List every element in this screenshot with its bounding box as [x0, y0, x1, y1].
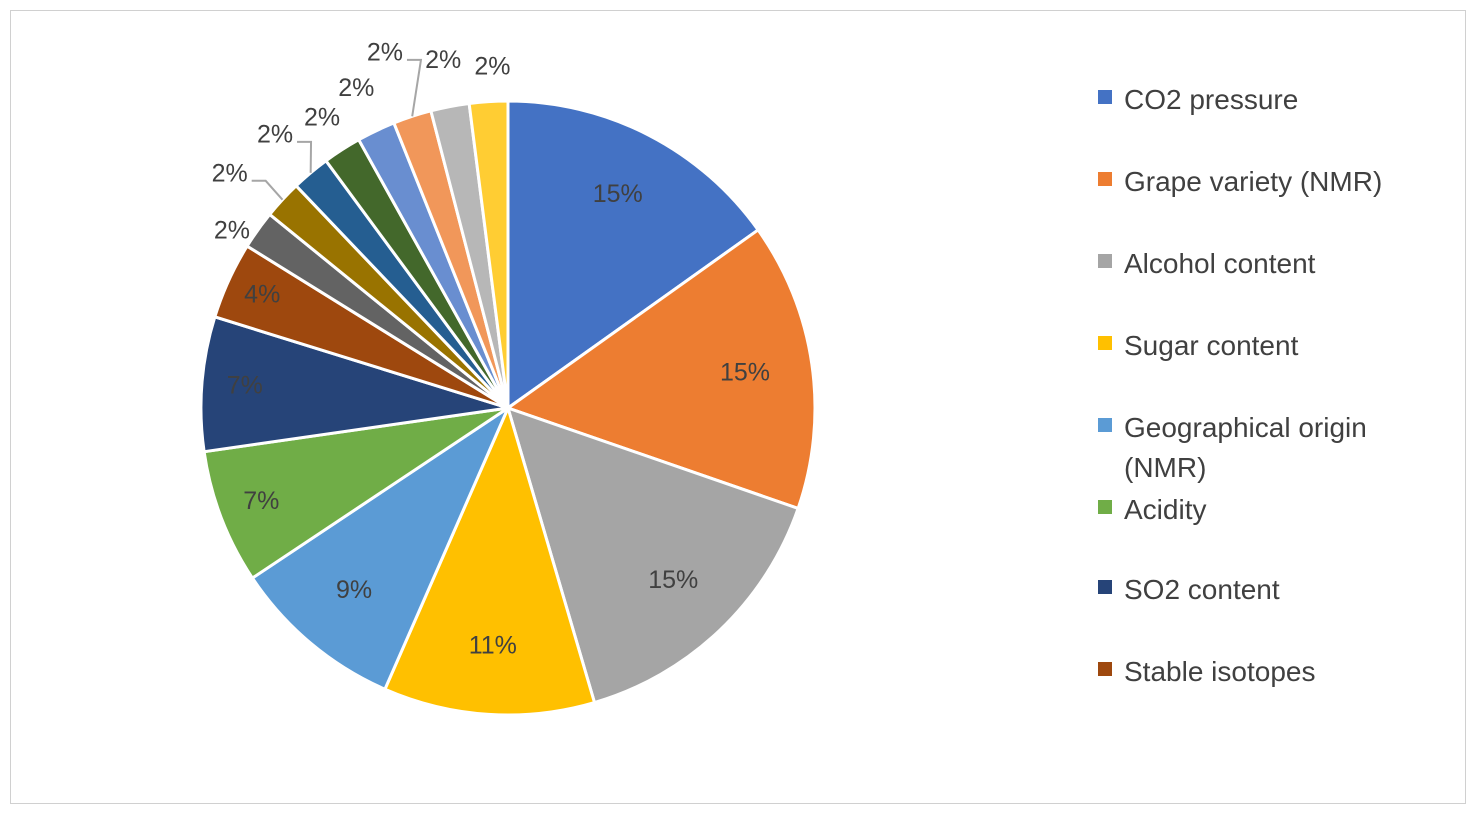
legend-swatch	[1098, 418, 1112, 432]
legend-swatch	[1098, 662, 1112, 676]
legend-label: Geographical origin (NMR)	[1124, 412, 1367, 483]
leader-line	[406, 58, 423, 117]
slice-label: 2%	[214, 217, 250, 245]
pie-slices	[199, 99, 817, 717]
pie-slice	[467, 99, 510, 409]
slice-label: 2%	[474, 53, 510, 81]
legend-swatch	[1098, 254, 1112, 268]
legend-label: SO2 content	[1124, 574, 1280, 605]
leader-lines	[251, 58, 423, 201]
pie-slice	[199, 314, 509, 454]
slice-label: 9%	[336, 576, 372, 604]
pie-slice	[504, 227, 817, 511]
slice-label: 11%	[469, 632, 517, 660]
slice-label: 2%	[304, 103, 340, 131]
slice-label: 2%	[367, 38, 403, 66]
slice-labels: 15%15%15%11%9%7%7%4%2%2%2%2%2%2% 2% 2%	[212, 38, 770, 659]
legend-label: Grape variety (NMR)	[1124, 166, 1383, 197]
legend-label: Acidity	[1124, 494, 1207, 525]
pie-slice	[506, 99, 761, 411]
slice-label: 2%	[425, 46, 461, 74]
leader-line	[251, 179, 284, 201]
slice-label: 15%	[593, 180, 643, 208]
slice-label: 15%	[648, 566, 698, 594]
legend-swatch	[1098, 500, 1112, 514]
legend-swatch	[1098, 90, 1112, 104]
slice-label: 7%	[243, 487, 279, 515]
slice-label: 4%	[244, 280, 280, 308]
slice-label: 15%	[720, 359, 770, 387]
legend-label: Sugar content	[1124, 330, 1299, 361]
legend-label: Alcohol content	[1124, 248, 1316, 279]
legend-swatch	[1098, 336, 1112, 350]
legend-label: CO2 pressure	[1124, 84, 1299, 115]
pie-slice	[505, 405, 801, 705]
legend-swatch	[1098, 172, 1112, 186]
legend-label: Stable isotopes	[1124, 656, 1316, 687]
slice-label: 2%	[212, 159, 248, 187]
pie-slice	[202, 406, 509, 581]
pie-slice	[250, 403, 512, 692]
slice-label: 2%	[338, 74, 374, 102]
legend-swatch	[1098, 580, 1112, 594]
slice-label: 7%	[227, 372, 263, 400]
slice-label: 2%	[257, 121, 293, 149]
leader-line	[297, 140, 313, 173]
pie-slice	[382, 403, 597, 717]
